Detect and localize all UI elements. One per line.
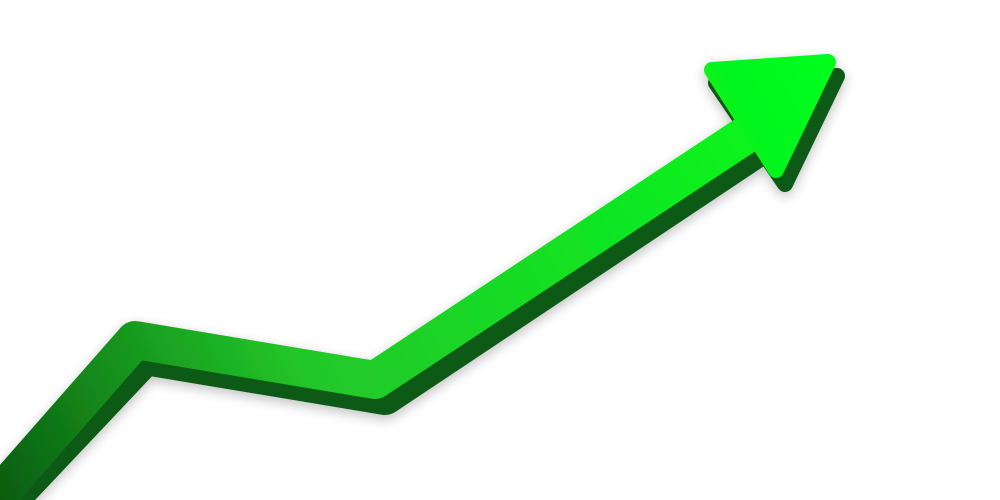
arrow-head xyxy=(704,54,836,178)
arrow-shaft xyxy=(0,116,761,500)
